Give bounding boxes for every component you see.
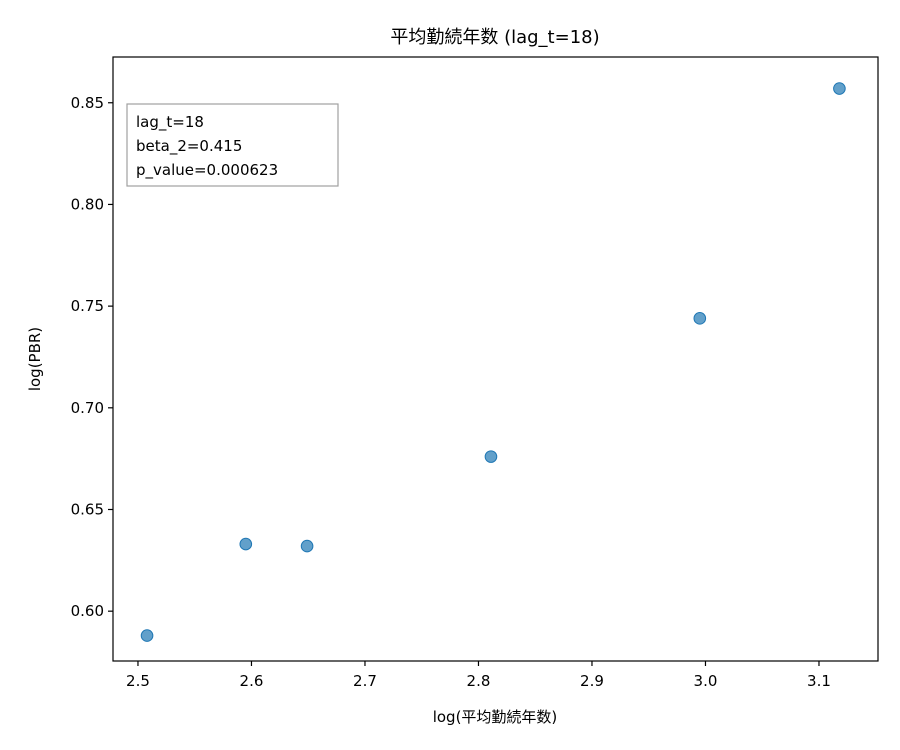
data-point (140, 629, 154, 642)
data-point (239, 537, 253, 551)
x-tick-label: 2.5 (126, 672, 150, 690)
x-tick-label: 2.8 (467, 672, 491, 690)
y-axis-label: log(PBR) (26, 327, 44, 391)
annotation-line-beta: beta_2=0.415 (136, 137, 242, 156)
x-axis-ticks: 2.5 2.6 2.7 2.8 2.9 3.0 3.1 (126, 661, 831, 690)
chart-title: 平均勤続年数 (lag_t=18) (390, 27, 599, 48)
x-tick-label: 2.9 (580, 672, 604, 690)
y-tick-label: 0.75 (71, 297, 104, 315)
x-tick-label: 2.6 (240, 672, 264, 690)
y-tick-label: 0.60 (71, 602, 104, 620)
data-point (833, 82, 846, 95)
points-layer (140, 82, 846, 642)
annotation-line-pvalue: p_value=0.000623 (136, 161, 278, 180)
y-axis-ticks: 0.60 0.65 0.70 0.75 0.80 0.85 (71, 94, 113, 620)
y-tick-label: 0.65 (71, 500, 104, 518)
y-tick-label: 0.85 (71, 94, 104, 112)
x-axis-label: log(平均勤続年数) (433, 708, 558, 726)
data-point (484, 450, 498, 463)
y-tick-label: 0.70 (71, 399, 104, 417)
data-point (693, 312, 707, 325)
x-tick-label: 2.7 (353, 672, 377, 690)
x-tick-label: 3.0 (694, 672, 718, 690)
x-tick-label: 3.1 (807, 672, 831, 690)
annotation-frame (126, 103, 339, 187)
stats-annotation-box: lag_t=18 beta_2=0.415 p_value=0.000623 (126, 103, 339, 187)
y-tick-label: 0.80 (71, 195, 104, 213)
data-point (300, 539, 314, 553)
annotation-line-lag: lag_t=18 (136, 113, 204, 132)
